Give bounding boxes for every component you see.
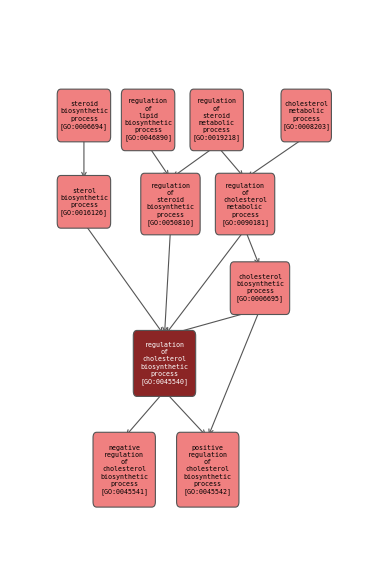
Text: cholesterol
metabolic
process
[GO:0008203]: cholesterol metabolic process [GO:000820… xyxy=(282,101,330,130)
FancyBboxPatch shape xyxy=(230,262,290,315)
FancyBboxPatch shape xyxy=(215,173,275,235)
Text: regulation
of
steroid
metabolic
process
[GO:0019218]: regulation of steroid metabolic process … xyxy=(193,98,241,141)
FancyBboxPatch shape xyxy=(121,89,175,151)
FancyBboxPatch shape xyxy=(93,432,156,507)
FancyBboxPatch shape xyxy=(177,432,239,507)
Text: negative
regulation
of
cholesterol
biosynthetic
process
[GO:0045541]: negative regulation of cholesterol biosy… xyxy=(100,444,148,495)
Text: sterol
biosynthetic
process
[GO:0016126]: sterol biosynthetic process [GO:0016126] xyxy=(60,187,108,216)
FancyBboxPatch shape xyxy=(141,173,200,235)
Text: steroid
biosynthetic
process
[GO:0006694]: steroid biosynthetic process [GO:0006694… xyxy=(60,101,108,130)
Text: cholesterol
biosynthetic
process
[GO:0006695]: cholesterol biosynthetic process [GO:000… xyxy=(236,274,284,302)
FancyBboxPatch shape xyxy=(190,89,243,151)
Text: positive
regulation
of
cholesterol
biosynthetic
process
[GO:0045542]: positive regulation of cholesterol biosy… xyxy=(184,444,232,495)
Text: regulation
of
lipid
biosynthetic
process
[GO:0046890]: regulation of lipid biosynthetic process… xyxy=(124,98,172,141)
FancyBboxPatch shape xyxy=(57,89,110,142)
FancyBboxPatch shape xyxy=(281,89,331,142)
Text: regulation
of
cholesterol
biosynthetic
process
[GO:0045540]: regulation of cholesterol biosynthetic p… xyxy=(141,342,189,385)
FancyBboxPatch shape xyxy=(133,331,196,396)
FancyBboxPatch shape xyxy=(57,175,110,228)
Text: regulation
of
cholesterol
metabolic
process
[GO:0090181]: regulation of cholesterol metabolic proc… xyxy=(221,182,269,225)
Text: regulation
of
steroid
biosynthetic
process
[GO:0050810]: regulation of steroid biosynthetic proce… xyxy=(146,182,194,225)
